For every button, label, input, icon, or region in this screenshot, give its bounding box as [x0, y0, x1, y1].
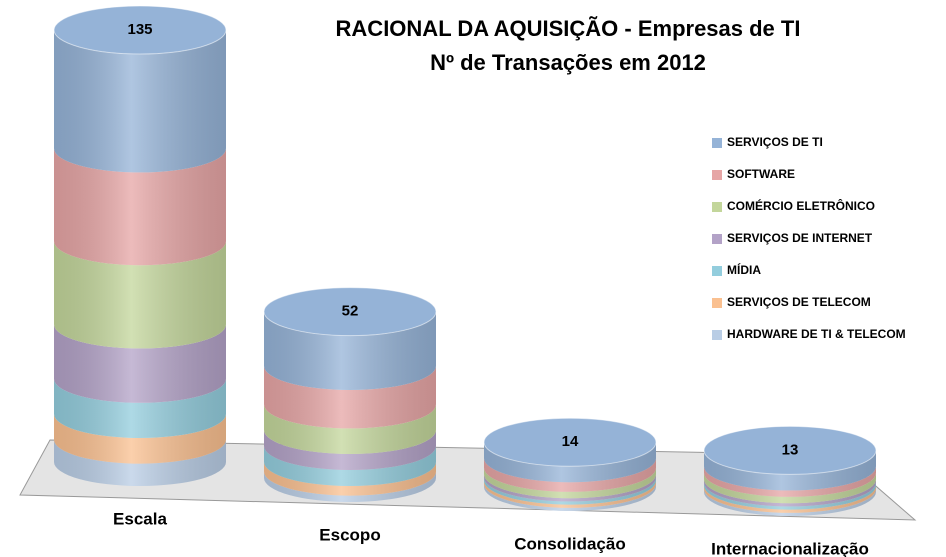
total-label: 14: [562, 433, 579, 450]
segment-shade: [54, 414, 226, 464]
legend-swatch: [712, 138, 722, 148]
total-label: 52: [342, 303, 359, 320]
cylinder-top: [483, 417, 657, 467]
segment-shade: [484, 467, 656, 499]
segment-shade: [264, 446, 436, 486]
legend-label: SOFTWARE: [727, 167, 795, 181]
x-tick-label: Escala: [113, 509, 167, 528]
segment-shade: [484, 458, 656, 492]
legend-swatch: [712, 170, 722, 180]
cylinder-top: [263, 287, 437, 337]
segment-shade: [54, 241, 226, 349]
segment-shade: [54, 30, 226, 173]
legend-swatch: [712, 330, 722, 340]
cylinder-top: [703, 425, 877, 475]
x-tick-label: Escopo: [319, 525, 380, 544]
segment-shade: [54, 378, 226, 438]
chart-title: RACIONAL DA AQUISIÇÃO - Empresas de TI: [336, 16, 801, 41]
legend-label: COMÉRCIO ELETRÔNICO: [727, 198, 875, 213]
legend-label: SERVIÇOS DE TELECOM: [727, 295, 871, 309]
segment-shade: [54, 148, 226, 266]
segment-shade: [264, 366, 436, 429]
x-tick-label: Internacionalização: [711, 539, 869, 557]
segment-shade: [264, 404, 436, 454]
segment-shade: [704, 472, 876, 504]
segment-shade: [54, 324, 226, 403]
legend-label: SERVIÇOS DE INTERNET: [727, 231, 873, 245]
segment-shade: [264, 430, 436, 470]
chart-subtitle: Nº de Transações em 2012: [430, 50, 706, 75]
legend-swatch: [712, 298, 722, 308]
segment-shade: [704, 450, 876, 491]
x-tick-label: Consolidação: [514, 534, 625, 553]
legend-label: SERVIÇOS DE TI: [727, 135, 823, 149]
legend-label: HARDWARE DE TI & TELECOM: [727, 327, 906, 341]
segment-shade: [264, 462, 436, 496]
cylinder-top: [53, 5, 227, 55]
legend-swatch: [712, 202, 722, 212]
legend-swatch: [712, 266, 722, 276]
segment-shade: [264, 311, 436, 390]
segment-shade: [484, 442, 656, 483]
total-label: 135: [127, 21, 152, 38]
segment-shade: [704, 466, 876, 497]
legend-label: MÍDIA: [727, 262, 761, 277]
segment-shade: [264, 471, 436, 502]
segment-shade: [54, 439, 226, 486]
legend-swatch: [712, 234, 722, 244]
total-label: 13: [782, 441, 799, 458]
